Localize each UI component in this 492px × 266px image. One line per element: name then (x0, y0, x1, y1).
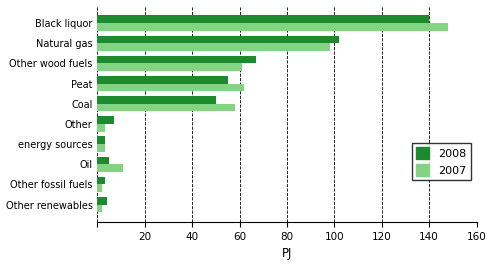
Bar (97, 104, 235, 111)
Bar (97, 63, 242, 71)
Bar (97, 185, 102, 192)
Bar (97, 157, 109, 164)
Bar (97, 84, 245, 91)
Bar (97, 177, 104, 185)
Bar (97, 197, 107, 205)
Bar (97, 43, 330, 51)
Bar (97, 205, 102, 212)
Bar (97, 164, 123, 172)
Bar (97, 96, 216, 104)
Bar (97, 124, 104, 132)
Bar (97, 15, 429, 23)
Bar (97, 23, 448, 31)
Bar (97, 76, 228, 84)
Bar (97, 56, 256, 63)
Legend: 2008, 2007: 2008, 2007 (412, 143, 471, 180)
X-axis label: PJ: PJ (282, 247, 292, 260)
Bar (97, 144, 104, 152)
Bar (97, 136, 104, 144)
Bar (97, 116, 114, 124)
Bar (97, 36, 339, 43)
